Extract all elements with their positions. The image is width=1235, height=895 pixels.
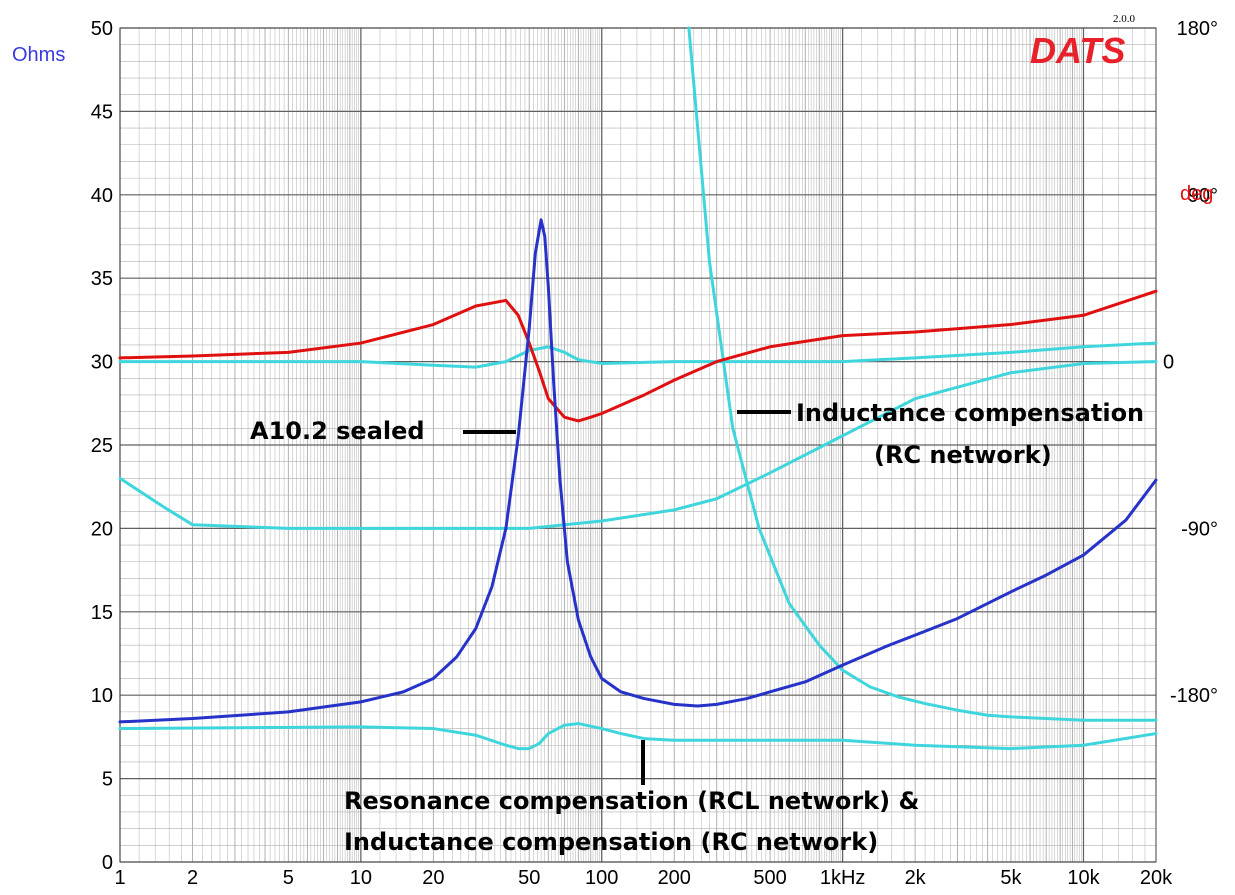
dats-logo: 2.0.0 DATS — [1030, 13, 1136, 71]
y-tick-label: 40 — [91, 185, 113, 207]
plot-frame — [119, 27, 1157, 863]
y-tick-label: 10 — [91, 685, 113, 707]
x-tick-label: 50 — [518, 867, 540, 889]
x-tick-label: 5k — [1000, 867, 1022, 889]
series-line-5 — [687, 26, 1158, 722]
y-tick-label: 25 — [91, 435, 113, 457]
x-tick-label: 10 — [350, 867, 372, 889]
x-tick-labels: 1 2 5 10 20 50 100 200 500 1kHz 2k 5k 10k 20k — [114, 867, 1173, 889]
annotation-a10-sealed: A10.2 sealed — [250, 417, 516, 445]
series-layer — [118, 26, 1158, 751]
x-tick-label: 100 — [585, 867, 618, 889]
logo-text: DATS — [1030, 30, 1125, 71]
y-tick-label: 50 — [91, 18, 113, 40]
annotation-resonance-label-1: Resonance compensation (RCL network) & — [344, 787, 919, 815]
y-tick-label: 45 — [91, 101, 113, 123]
y-tick-label: 35 — [91, 268, 113, 290]
annotation-inductance: Inductance compensation (RC network) — [737, 399, 1144, 469]
y2-tick-labels: 180° 90° 0 -90° -180° — [1163, 18, 1218, 707]
x-tick-label: 2 — [187, 867, 198, 889]
y-tick-labels: 0 5 10 15 20 25 30 35 40 45 50 — [91, 18, 113, 874]
y2-tick-label: -180° — [1170, 685, 1218, 707]
x-tick-label: 500 — [753, 867, 786, 889]
annotation-resonance-label-2: Inductance compensation (RC network) — [344, 828, 878, 856]
y2-tick-label: -90° — [1181, 518, 1218, 540]
y-tick-label: 5 — [102, 769, 113, 791]
annotation-inductance-label-1: Inductance compensation — [796, 399, 1144, 427]
y2-tick-label: 90° — [1188, 185, 1218, 207]
series-line-2 — [118, 341, 1158, 369]
x-tick-label: 10k — [1067, 867, 1100, 889]
annotation-inductance-label-2: (RC network) — [874, 441, 1052, 469]
series-line-1 — [118, 289, 1158, 423]
logo-version: 2.0.0 — [1113, 13, 1136, 25]
x-tick-label: 200 — [658, 867, 691, 889]
annotation-resonance: Resonance compensation (RCL network) & I… — [344, 740, 919, 856]
y-tick-label: 20 — [91, 518, 113, 540]
y-axis-label: Ohms — [12, 44, 65, 66]
y-tick-label: 0 — [102, 852, 113, 874]
y2-axis-label: deg — [1180, 183, 1213, 205]
x-tick-label: 1 — [114, 867, 125, 889]
y-tick-label: 30 — [91, 352, 113, 374]
series-line-0 — [118, 218, 1158, 724]
annotation-a10-sealed-label: A10.2 sealed — [250, 417, 425, 445]
x-tick-label: 1kHz — [820, 867, 866, 889]
x-tick-label: 2k — [905, 867, 927, 889]
x-tick-label: 20k — [1140, 867, 1173, 889]
x-tick-label: 5 — [283, 867, 294, 889]
y2-tick-label: 180° — [1177, 18, 1218, 40]
series-line-4 — [118, 722, 1158, 751]
y2-tick-label: 0 — [1163, 352, 1174, 374]
y-tick-label: 15 — [91, 602, 113, 624]
x-tick-label: 20 — [422, 867, 444, 889]
series-line-3 — [118, 360, 1158, 530]
